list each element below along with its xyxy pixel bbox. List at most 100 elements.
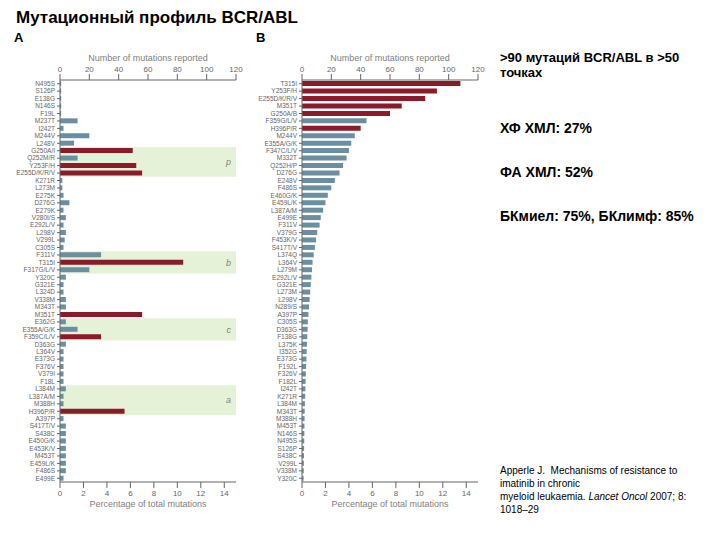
svg-text:E255D/K/R/V: E255D/K/R/V (258, 95, 297, 102)
svg-text:N495S: N495S (277, 437, 298, 444)
svg-text:N146S: N146S (35, 102, 56, 109)
svg-text:C305S: C305S (277, 318, 298, 325)
svg-text:6: 6 (128, 489, 133, 498)
svg-text:M244V: M244V (34, 132, 55, 139)
svg-text:F317G/L/V: F317G/L/V (24, 266, 56, 273)
svg-text:L384M: L384M (35, 385, 55, 392)
svg-text:M453T: M453T (35, 452, 55, 459)
svg-text:T315I: T315I (280, 80, 297, 87)
svg-text:p: p (225, 157, 231, 167)
svg-text:H396P/R: H396P/R (271, 125, 298, 132)
svg-text:Y253F/H: Y253F/H (271, 87, 297, 94)
svg-text:E292L/V: E292L/V (30, 221, 56, 228)
svg-text:V338M: V338M (34, 296, 55, 303)
svg-text:M343T: M343T (277, 408, 297, 415)
svg-text:Percentage of total mutations: Percentage of total mutations (89, 499, 207, 509)
svg-text:100: 100 (200, 65, 214, 74)
svg-text:80: 80 (173, 65, 182, 74)
svg-text:N146S: N146S (277, 430, 298, 437)
svg-text:8: 8 (152, 489, 157, 498)
svg-text:S126P: S126P (277, 445, 297, 452)
svg-text:E248V: E248V (277, 177, 297, 184)
svg-text:G250A/B: G250A/B (271, 110, 297, 117)
svg-text:D363G: D363G (276, 326, 297, 333)
svg-text:E373G: E373G (277, 355, 297, 362)
svg-text:14: 14 (462, 489, 471, 498)
svg-text:Y253F/H: Y253F/H (29, 162, 55, 169)
svg-text:L387A/M: L387A/M (271, 207, 297, 214)
svg-text:S417T/V: S417T/V (272, 244, 298, 251)
svg-text:L364V: L364V (36, 348, 55, 355)
svg-text:E275K: E275K (35, 192, 55, 199)
svg-text:V379I: V379I (38, 370, 55, 377)
svg-text:0: 0 (58, 65, 63, 74)
svg-text:E355A/G/K: E355A/G/K (22, 326, 55, 333)
svg-text:M244V: M244V (276, 132, 297, 139)
svg-text:Y320C: Y320C (35, 274, 55, 281)
svg-text:Y320C: Y320C (277, 475, 297, 482)
svg-text:V379G: V379G (277, 229, 297, 236)
svg-text:Number of mutations reported: Number of mutations reported (330, 53, 450, 63)
svg-text:4: 4 (347, 489, 352, 498)
svg-text:6: 6 (370, 489, 375, 498)
svg-text:10: 10 (173, 489, 182, 498)
svg-text:E499E: E499E (35, 475, 55, 482)
svg-text:D276G: D276G (34, 199, 55, 206)
svg-text:F311V: F311V (36, 251, 55, 258)
svg-text:F192L: F192L (279, 363, 298, 370)
svg-text:V338M: V338M (276, 467, 297, 474)
svg-text:I242T: I242T (280, 385, 297, 392)
svg-text:80: 80 (415, 65, 424, 74)
svg-text:A397P: A397P (277, 311, 297, 318)
svg-text:F486S: F486S (278, 184, 298, 191)
svg-text:F19L: F19L (40, 110, 55, 117)
svg-text:L273M: L273M (277, 288, 297, 295)
svg-text:M343T: M343T (35, 303, 55, 310)
svg-text:E138G: E138G (35, 95, 55, 102)
svg-text:E355A/G/K: E355A/G/K (264, 140, 297, 147)
svg-text:F347C/L/V: F347C/L/V (266, 147, 298, 154)
svg-text:I352G: I352G (279, 348, 297, 355)
svg-text:L279M: L279M (277, 266, 297, 273)
svg-text:100: 100 (442, 65, 456, 74)
svg-text:K271R: K271R (277, 393, 297, 400)
svg-text:F359C/L/V: F359C/L/V (24, 333, 56, 340)
svg-text:L384M: L384M (277, 400, 297, 407)
svg-text:H396P/R: H396P/R (29, 408, 56, 415)
svg-text:E292L/V: E292L/V (272, 274, 298, 281)
svg-text:C305S: C305S (35, 244, 56, 251)
svg-text:L324D: L324D (36, 288, 55, 295)
svg-text:F376V: F376V (36, 363, 56, 370)
svg-text:E459L/K: E459L/K (272, 199, 298, 206)
svg-text:K271R: K271R (35, 177, 55, 184)
svg-text:G321E: G321E (35, 281, 56, 288)
svg-text:E460G/K: E460G/K (271, 192, 298, 199)
svg-text:L298V: L298V (278, 296, 297, 303)
svg-text:E279K: E279K (35, 207, 55, 214)
svg-text:S438C: S438C (35, 430, 55, 437)
svg-text:M388H: M388H (34, 400, 55, 407)
svg-text:F182L: F182L (279, 378, 298, 385)
svg-text:F326V: F326V (278, 370, 298, 377)
svg-text:E362G: E362G (35, 318, 55, 325)
svg-text:E450G/K: E450G/K (29, 437, 56, 444)
svg-text:Percentage of total mutations: Percentage of total mutations (331, 499, 449, 509)
svg-text:120: 120 (471, 65, 485, 74)
svg-text:0: 0 (300, 489, 305, 498)
svg-text:12: 12 (196, 489, 205, 498)
svg-text:L298V: L298V (36, 229, 55, 236)
svg-text:a: a (226, 395, 231, 405)
svg-text:M388H: M388H (276, 415, 297, 422)
svg-text:D276G: D276G (276, 169, 297, 176)
svg-text:E499E: E499E (277, 214, 297, 221)
svg-text:E453K/V: E453K/V (29, 445, 55, 452)
svg-text:T315I: T315I (38, 259, 55, 266)
svg-text:F486S: F486S (36, 467, 56, 474)
svg-text:I242T: I242T (38, 125, 55, 132)
svg-text:20: 20 (327, 65, 336, 74)
svg-text:4: 4 (105, 489, 110, 498)
svg-text:60: 60 (144, 65, 153, 74)
svg-text:8: 8 (394, 489, 399, 498)
svg-text:0: 0 (58, 489, 63, 498)
svg-text:E459L/K: E459L/K (30, 460, 56, 467)
